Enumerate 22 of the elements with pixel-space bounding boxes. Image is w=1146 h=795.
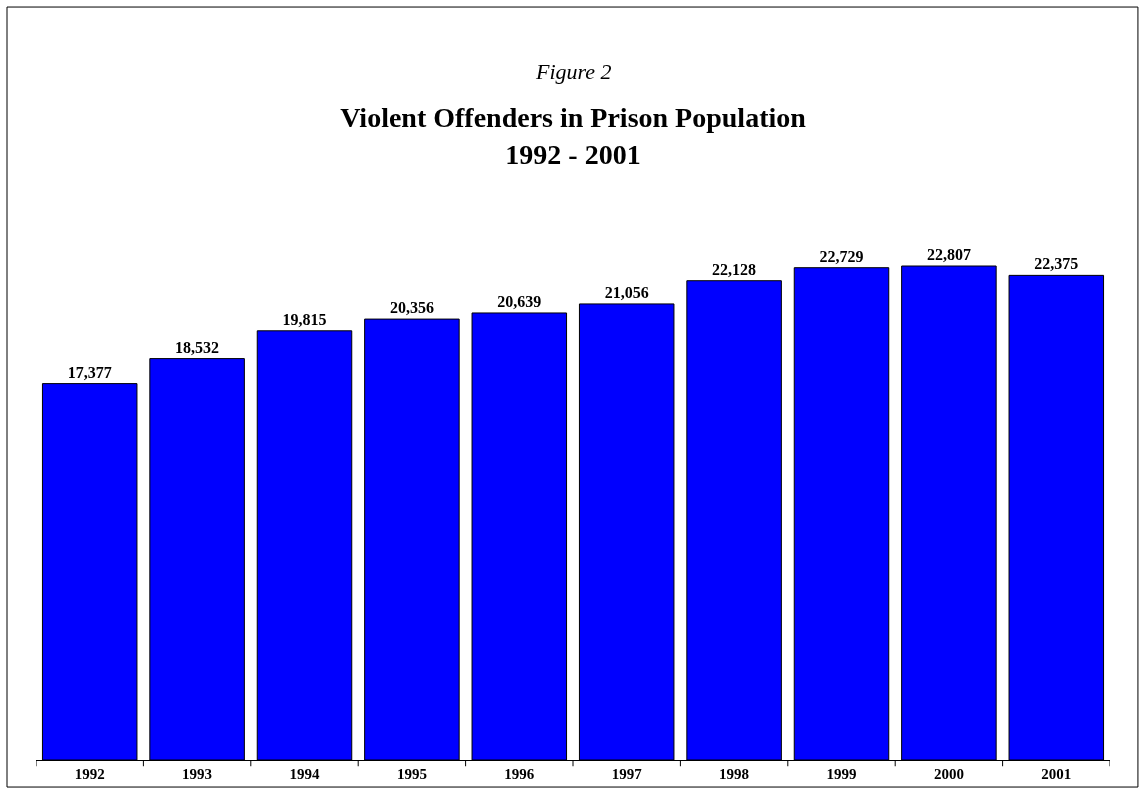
x-tick-label: 1998 <box>719 766 750 782</box>
x-tick-label: 1999 <box>826 766 857 782</box>
x-tick-label: 1994 <box>289 766 320 782</box>
data-label: 20,639 <box>497 292 542 310</box>
x-tick-label: 2001 <box>1041 766 1072 782</box>
x-tick-label: 1992 <box>74 766 105 782</box>
data-label: 18,532 <box>175 338 220 356</box>
data-label: 17,377 <box>67 363 112 381</box>
data-label: 21,056 <box>604 283 649 301</box>
x-tick-label: 1997 <box>611 766 643 782</box>
x-tick-label: 1993 <box>182 766 213 782</box>
data-label: 20,356 <box>389 299 434 317</box>
x-tick-label: 2000 <box>933 766 964 782</box>
data-label: 22,128 <box>712 260 757 278</box>
x-tick-label: 1996 <box>504 766 535 782</box>
data-label: 22,375 <box>1034 255 1079 273</box>
chart-subtitle: Figure 2 <box>535 59 612 84</box>
data-label: 19,815 <box>282 310 327 328</box>
data-label: 22,729 <box>819 247 864 265</box>
chart-title: Violent Offenders in Prison Population 1992 - 2001 <box>340 102 807 170</box>
data-label: 22,807 <box>926 246 971 263</box>
x-tick-label: 1995 <box>396 766 427 782</box>
